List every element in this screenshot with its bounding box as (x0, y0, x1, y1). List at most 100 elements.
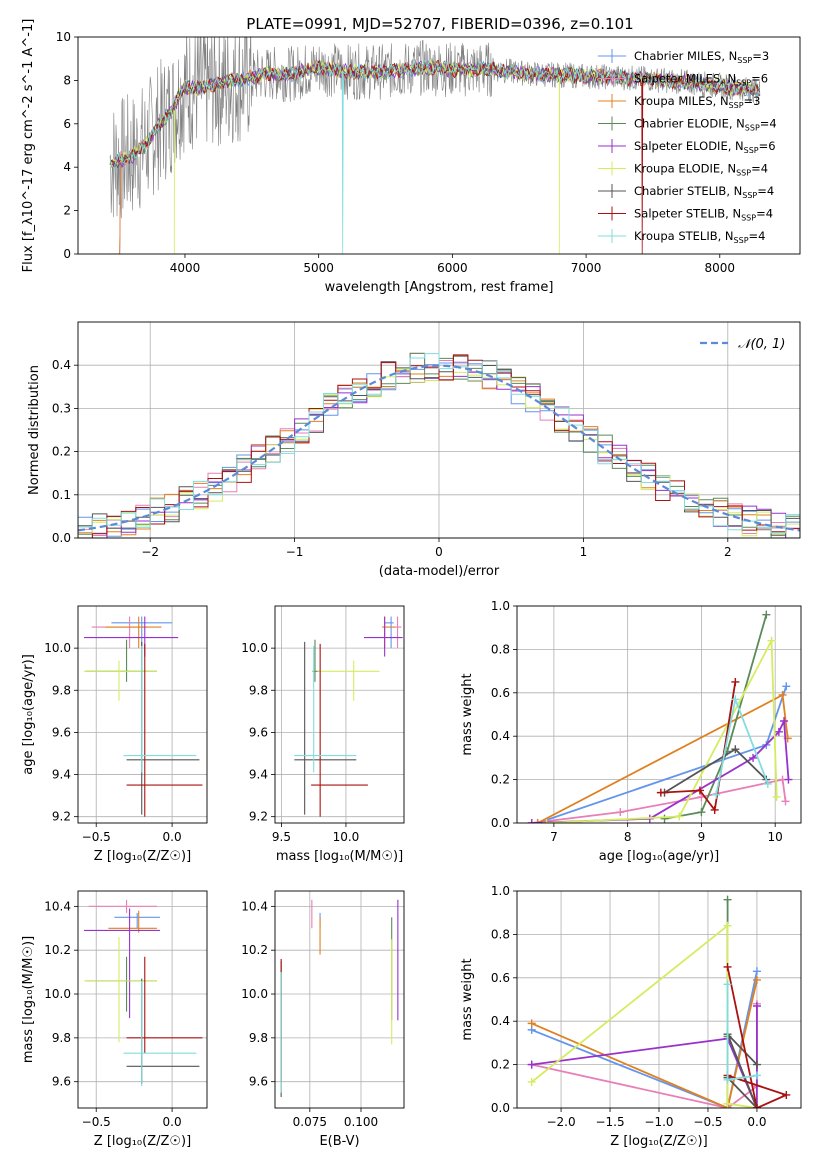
weight-marker (731, 677, 740, 686)
weight_vs_Z-ylabel: mass weight (460, 958, 475, 1040)
weight_vs_age-xlabel: age [log₁₀(age/yr)] (599, 849, 720, 864)
y-tick-label: 0.2 (52, 445, 71, 459)
weight-marker (527, 1077, 536, 1086)
y-tick-label: 0.4 (491, 729, 510, 743)
y-tick-label: 9.6 (52, 1075, 71, 1089)
axes-frame (77, 36, 801, 255)
axes-frame (274, 890, 405, 1109)
x-tick-label: 0 (435, 545, 443, 559)
spectrum-model-salpeter-miles (110, 60, 760, 254)
x-tick-label: −2 (141, 545, 159, 559)
axes-frame (516, 605, 802, 824)
y-tick-label: 9.2 (52, 810, 71, 824)
residuals-marks (78, 352, 800, 538)
y-tick-label: 0.0 (52, 531, 71, 545)
y-tick-label: 10.4 (44, 899, 71, 913)
weight-marker (527, 819, 536, 823)
x-tick-label: 0.100 (344, 1115, 378, 1129)
y-tick-label: 4 (63, 160, 71, 174)
x-tick-label: 0.0 (163, 1115, 182, 1129)
x-tick-label: 7000 (571, 261, 602, 275)
y-tick-label: 1.0 (491, 599, 510, 613)
x-tick-label: 9.5 (272, 830, 291, 844)
legend-entry-kroupa-elodie: Kroupa ELODIE, NSSP=4 (634, 162, 768, 178)
weight-marker (782, 682, 791, 691)
weight-marker (723, 962, 732, 971)
errbar-chabrier-miles (114, 912, 160, 929)
weight-marker (542, 819, 551, 823)
x-tick-label: 0.0 (747, 1115, 766, 1129)
weight-line-chabrier-elodie (664, 614, 768, 820)
errbar-chabrier-stelib (126, 978, 200, 1084)
weight_vs_age-marks (527, 610, 793, 823)
axes-frame (516, 890, 802, 1109)
spectrum-model-kroupa-stelib (109, 59, 760, 254)
errbar-chabrier-miles (384, 616, 394, 649)
weight-marker (723, 1075, 732, 1084)
weight-marker (723, 895, 732, 904)
x-tick-label: 7 (550, 830, 558, 844)
axes-frame (77, 605, 208, 824)
x-tick-label: 5000 (303, 261, 334, 275)
legend-entry-kroupa-miles: Kroupa MILES, NSSP=3 (634, 94, 760, 110)
weight-line-chabrier-miles (537, 686, 788, 823)
x-tick-label: −2.0 (546, 1115, 575, 1129)
errbar-kroupa-miles (382, 616, 395, 649)
errbar-chabrier-stelib (294, 641, 357, 815)
weight_vs_Z-panel: −2.0 −1.5 −1.0 −0.5 0.0 0.0 0.2 0.4 0.6 0.8 1.0 Z [… (460, 884, 802, 1149)
y-tick-label: 10.2 (241, 943, 268, 957)
y-tick-label: 10.0 (241, 987, 268, 1001)
errbar-salpeter-miles (88, 899, 157, 913)
axes-frame (77, 321, 801, 539)
y-tick-label: 0.4 (491, 1014, 510, 1028)
residuals-ylabel: Normed distribution (27, 365, 42, 495)
y-tick-label: 9.2 (249, 810, 268, 824)
x-tick-label: 8 (624, 830, 632, 844)
y-tick-label: 9.8 (52, 683, 71, 697)
errbar-salpeter-miles (393, 616, 402, 649)
errbar-salpeter-stelib (311, 643, 368, 817)
weight-marker (752, 1002, 761, 1011)
weight-marker (675, 812, 684, 821)
weight_vs_Z-marks (527, 895, 791, 1108)
errbar-salpeter-stelib (126, 643, 203, 817)
errbar-kroupa-elodie (84, 937, 157, 1043)
weight-marker (723, 1099, 732, 1108)
weight-line-kroupa-elodie (531, 923, 758, 1108)
mass_vs_ebv-marks (280, 899, 399, 1098)
x-tick-label: 10.0 (333, 830, 360, 844)
legend-entry-chabrier-stelib: Chabrier STELIB, NSSP=4 (634, 184, 774, 200)
weight-marker (712, 790, 721, 799)
weight-marker (752, 967, 761, 976)
weight-marker (695, 786, 704, 795)
age_vs_Z-panel: −0.5 0.0 9.2 9.4 9.6 9.8 10.0 Z [log₁₀(Z/Z☉)] ag… (21, 605, 208, 864)
weight-marker (752, 975, 761, 984)
x-tick-label: 0.075 (293, 1115, 327, 1129)
hist-kroupa-stelib (78, 353, 800, 538)
y-tick-label: 9.6 (249, 725, 268, 739)
age_vs_mass-panel: 9.5 10.0 9.2 9.4 9.6 9.8 10.0 mass [log₁₀(M/M☉)… (241, 605, 405, 864)
y-tick-label: 10.4 (241, 899, 268, 913)
mass_vs_Z-xlabel: Z [log₁₀(Z/Z☉)] (94, 1134, 191, 1149)
gaussian-curve (78, 364, 800, 532)
mass_vs_Z-panel: −0.5 0.0 9.6 9.8 10.0 10.2 10.4 Z [log₁₀(Z/Z☉)]… (21, 890, 208, 1149)
y-tick-label: 0.0 (491, 816, 510, 830)
weight_vs_age-ylabel: mass weight (460, 673, 475, 755)
y-tick-label: 9.8 (249, 1031, 268, 1045)
errbar-kroupa-stelib (294, 646, 357, 773)
errbar-kroupa-stelib (123, 980, 197, 1087)
age_vs_mass-xlabel: mass [log₁₀(M/M☉)] (276, 849, 403, 864)
weight-marker (752, 1060, 761, 1069)
weight-marker (527, 1019, 536, 1028)
x-tick-label: 0.0 (163, 830, 182, 844)
y-tick-label: 0.8 (491, 642, 510, 656)
weight-marker (774, 727, 783, 736)
x-tick-label: −1.5 (595, 1115, 624, 1129)
errbar-salpeter-elodie (364, 616, 403, 657)
y-tick-label: 9.4 (52, 768, 71, 782)
axes-frame (77, 890, 208, 1109)
x-tick-label: 2 (724, 545, 732, 559)
errbar-salpeter-elodie (84, 908, 160, 1019)
